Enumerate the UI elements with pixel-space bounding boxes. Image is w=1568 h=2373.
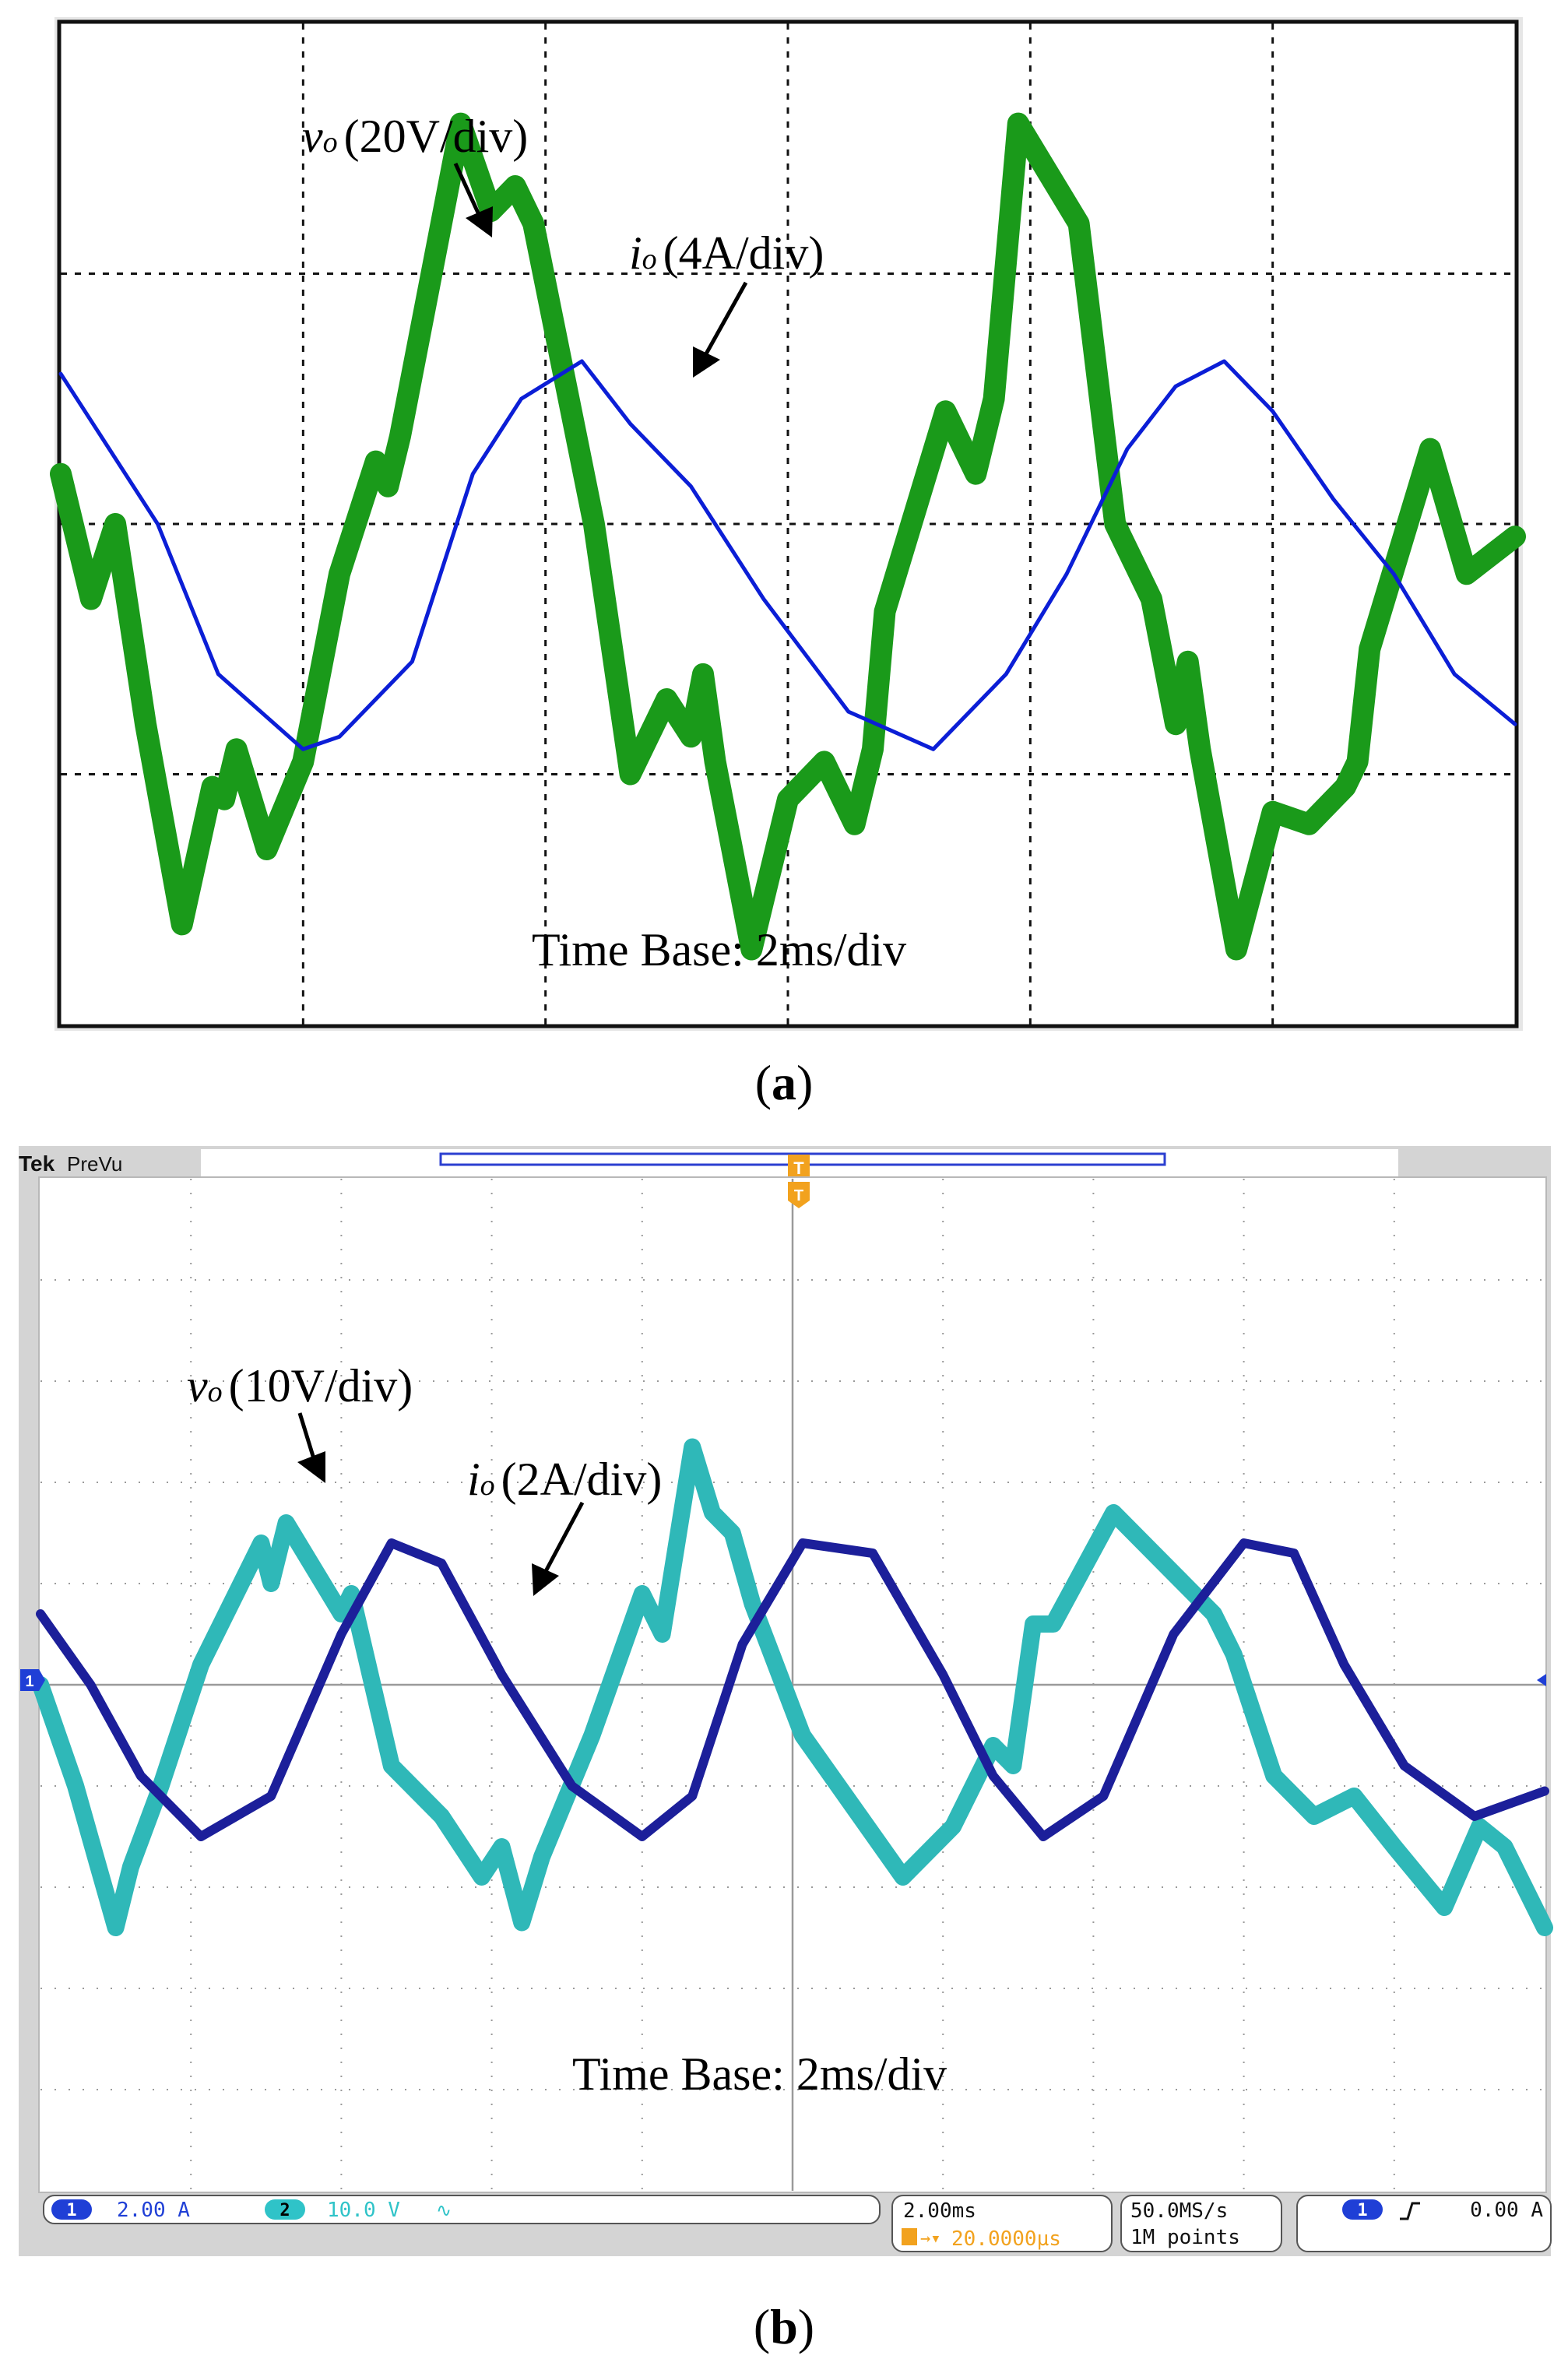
panel-a-time-base: Time Base: 2ms/div [532,924,906,976]
scope-record-length: 1M points [1130,2226,1240,2249]
scope-ch1-ground-flag [20,1669,45,1691]
panel-b-current-arrow [543,1501,585,1574]
scope-brand: Tek [19,1151,55,1176]
scope-ch1-scale: 2.00 A [117,2199,190,2222]
scope-sample-rate: 50.0MS/s [1130,2199,1228,2223]
panel-b-series [32,1438,1553,1936]
scope-channel-readout[interactable]: 1 2.00 A 2 10.0 V ∿ [43,2195,881,2224]
scope-timebase-readout[interactable]: 2.00ms →▾ 20.0000µs [891,2195,1113,2252]
scope-trigger-offset-arrow: →▾ [920,2229,941,2248]
panel-a-voltage-arrowhead [466,206,493,237]
scope-ch2-coupling: ∿ [436,2199,452,2221]
scope-trigger-time-letter: T [794,1187,803,1204]
scope-trigger-position-flag [788,1155,810,1178]
panel-b-voltage-arrow [297,1412,318,1464]
scope-trigger-offset: 20.0000µs [951,2227,1061,2251]
scope-channel-readout-box [43,2195,881,2224]
panel-a-current-trace [58,359,1517,751]
scope-ch1-ground-number: 1 [25,1673,33,1690]
panel-b-annotations: vo (10V/div) io (2A/div) Time Base: 2ms/di… [187,1360,947,2100]
scope-mode: PreVu [67,1152,122,1176]
panel-a-series [50,112,1526,961]
panel-b-current-trace [36,1538,1549,1841]
panel-b-current-arrowhead [532,1563,559,1596]
panel-b-voltage-label: vo (10V/div) [187,1360,413,1411]
panel-a-label: (a) [755,1055,814,1110]
scope-ch2-badge-number: 2 [279,2201,290,2220]
scope-ch1-badge-number: 1 [66,2201,76,2220]
scope-trigger-readout[interactable]: 1 0.00 A [1296,2195,1552,2252]
scope-trigger-position-marker[interactable]: T [788,1155,810,1178]
scope-ch1-ground-marker[interactable]: 1 [20,1669,45,1691]
panel-a-current-label: io (4A/div) [629,227,824,279]
scope-ch2-scale: 10.0 V [327,2199,400,2222]
scope-trigger-offset-icon [902,2228,917,2245]
scope-timebase-box [891,2195,1113,2252]
panel-b-voltage-arrowhead [297,1451,325,1483]
scope-timebase: 2.00ms [903,2199,976,2223]
scope-status-bar: 1 2.00 A 2 10.0 V ∿ 2.00ms →▾ 20.0000µs … [19,2194,1552,2256]
panel-a-current-arrow [702,281,748,358]
scope-trigger-source-badge [1342,2199,1383,2220]
scope-trigger-source-number: 1 [1357,2201,1367,2220]
panel-b-current-label: io (2A/div) [467,1454,662,1505]
panel-a: vo (20V/div) io (4A/div) Time Base: 2ms/di… [50,17,1526,1110]
scope-acquisition-readout[interactable]: 50.0MS/s 1M points [1120,2195,1282,2252]
panel-b: Tek PreVu T T 1 vo (10V/div) io (2A/div) [19,1146,1553,2354]
scope-trigger-level: 0.00 A [1470,2199,1543,2222]
panel-a-voltage-label: vo (20V/div) [302,111,528,162]
panel-a-current-arrowhead [693,346,720,378]
scope-ch2-badge [265,2199,305,2220]
panel-a-voltage-trace [50,112,1526,961]
scope-trigger-position-letter: T [793,1158,804,1178]
scope-acquisition-box [1120,2195,1282,2252]
scope-trigger-time-marker[interactable]: T [788,1182,810,1208]
panel-b-label: (b) [754,2299,814,2354]
panel-b-voltage-trace [32,1438,1553,1936]
scope-trigger-slope-icon [1400,2202,1420,2220]
scope-ch1-badge [51,2199,92,2220]
panel-a-voltage-arrow [453,162,483,221]
panel-a-annotations: vo (20V/div) io (4A/div) Time Base: 2ms/di… [302,111,906,976]
panel-b-time-base: Time Base: 2ms/div [572,2048,947,2100]
scope-trigger-time-flag [788,1182,810,1208]
scope-trigger-level-marker[interactable] [1537,1674,1546,1686]
